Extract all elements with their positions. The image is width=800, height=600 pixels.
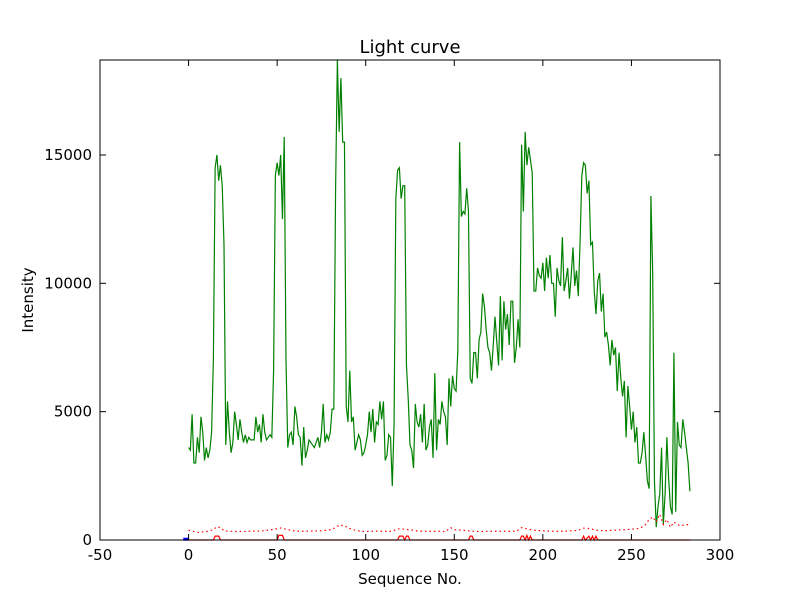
y-tick-label: 15000 (44, 146, 92, 164)
series-layer (183, 59, 691, 542)
x-tick-label: -50 (88, 546, 113, 564)
series-line-0 (188, 59, 691, 528)
y-axis-label: Intensity (19, 267, 37, 332)
x-tick-label: 100 (351, 546, 380, 564)
plot-frame (99, 59, 721, 541)
y-tick-label: 10000 (44, 274, 92, 292)
series-line-1 (188, 512, 690, 533)
chart-title: Light curve (359, 37, 460, 58)
x-tick-label: 250 (617, 546, 646, 564)
x-tick-label: 50 (268, 546, 287, 564)
x-tick-label: 150 (440, 546, 469, 564)
y-tick-label: 0 (82, 531, 92, 549)
x-tick-label: 200 (529, 546, 558, 564)
y-tick-label: 5000 (54, 403, 92, 421)
x-tick-label: 0 (184, 546, 194, 564)
x-axis-label: Sequence No. (358, 570, 462, 588)
series-line-2 (188, 533, 690, 542)
x-tick-label: 300 (706, 546, 735, 564)
